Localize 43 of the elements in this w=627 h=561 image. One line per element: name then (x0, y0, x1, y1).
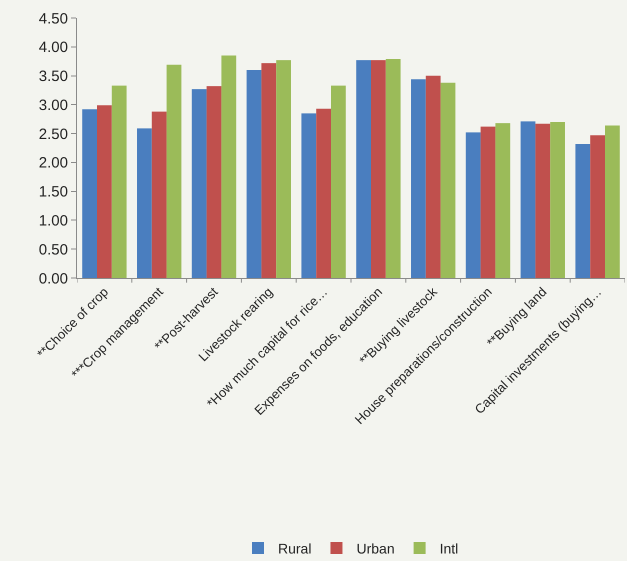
bar (206, 86, 222, 278)
y-tick-label: 0.50 (38, 241, 68, 258)
bar (440, 82, 456, 278)
bar (112, 86, 127, 278)
legend-label: Urban (356, 540, 395, 556)
bar (301, 113, 316, 278)
y-tick-label: 1.50 (38, 184, 68, 201)
legend-label: Rural (278, 540, 312, 556)
bar (371, 60, 386, 278)
bar (520, 121, 536, 278)
legend-label: Intl (440, 540, 458, 556)
bar (261, 63, 276, 278)
y-tick-label: 2.50 (38, 126, 68, 143)
y-tick-label: 3.50 (38, 68, 68, 86)
bar (82, 109, 97, 278)
y-tick-label: 4.50 (38, 10, 68, 28)
bar (590, 135, 605, 278)
y-tick-label: 3.00 (38, 96, 68, 114)
bar (386, 59, 401, 278)
bar (316, 108, 331, 278)
bar (221, 56, 236, 278)
bar (426, 76, 441, 278)
bar (575, 144, 590, 278)
bar (356, 60, 371, 278)
y-tick-label: 2.00 (38, 154, 68, 172)
bar (495, 123, 510, 278)
bar (97, 105, 112, 278)
bar (331, 86, 346, 278)
bar (605, 125, 620, 278)
bar (137, 128, 152, 278)
bar (411, 79, 426, 278)
y-tick-label: 0.00 (38, 270, 68, 288)
bar (152, 112, 167, 278)
bar (276, 60, 291, 278)
bar (192, 89, 207, 278)
y-tick-label: 1.00 (38, 212, 68, 230)
bar (535, 124, 550, 278)
bar (480, 126, 496, 278)
bar (550, 122, 565, 278)
bar (246, 70, 262, 278)
y-tick-label: 4.00 (38, 39, 68, 56)
bar (466, 132, 481, 278)
bar (166, 64, 182, 278)
